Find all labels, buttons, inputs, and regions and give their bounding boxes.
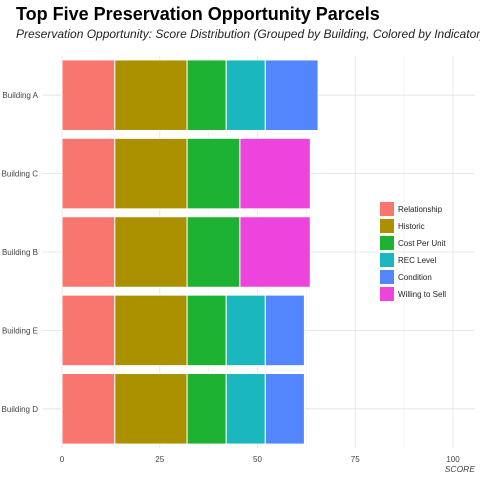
legend-swatch [380,253,394,267]
x-tick-label: 100 [446,455,460,464]
bar-segment [186,59,227,131]
x-tick-label: 50 [253,455,262,464]
bar-segment [239,216,311,288]
legend-label: Condition [398,273,432,282]
bar-segment [225,373,266,445]
bar-segment [186,216,241,288]
legend: Relationship Historic Cost Per Unit REC Lev… [380,202,446,301]
legend-label: Historic [398,222,425,231]
bar-segment [61,216,116,288]
legend-label: REC Level [398,256,436,265]
x-tick-label: 0 [60,455,65,464]
bar-segment [114,373,188,445]
bar-segment [186,294,227,367]
bar-segment [61,59,116,131]
x-axis-ticks: 0 25 50 75 100 [60,455,460,464]
legend-swatch [380,219,394,233]
y-tick-label: Building D [2,405,39,414]
bar-segment [264,294,305,367]
x-tick-label: 25 [155,455,164,464]
bar-segment [225,59,266,131]
x-tick-label: 75 [351,455,360,464]
bar-segment [186,137,241,210]
y-tick-label: Building C [2,170,39,179]
bar-segment [61,294,116,367]
bar-segment [264,59,319,131]
chart-subtitle: Preservation Opportunity: Score Distribu… [16,27,480,41]
bar-segment [61,373,116,445]
bar-segment [225,294,266,367]
legend-swatch [380,287,394,301]
y-tick-label: Building E [2,326,38,335]
legend-swatch [380,236,394,250]
bar-segment [114,294,188,367]
bar-segment [114,137,188,210]
y-tick-label: Building A [2,91,38,100]
legend-label: Willing to Sell [398,290,446,299]
bar-segment [186,373,227,445]
bar-segment [239,137,311,210]
legend-label: Cost Per Unit [398,239,446,248]
x-axis-title: SCORE [445,464,476,474]
bar-segment [114,59,188,131]
legend-swatch [380,270,394,284]
bar-segment [264,373,305,445]
legend-label: Relationship [398,205,443,214]
chart-title: Top Five Preservation Opportunity Parcel… [16,4,380,24]
legend-swatch [380,202,394,216]
bar-segment [61,137,116,210]
bar-segment [114,216,188,288]
y-tick-label: Building B [2,248,38,257]
bars [61,59,319,445]
y-axis-ticks: Building A Building C Building B Building E… [2,91,39,414]
